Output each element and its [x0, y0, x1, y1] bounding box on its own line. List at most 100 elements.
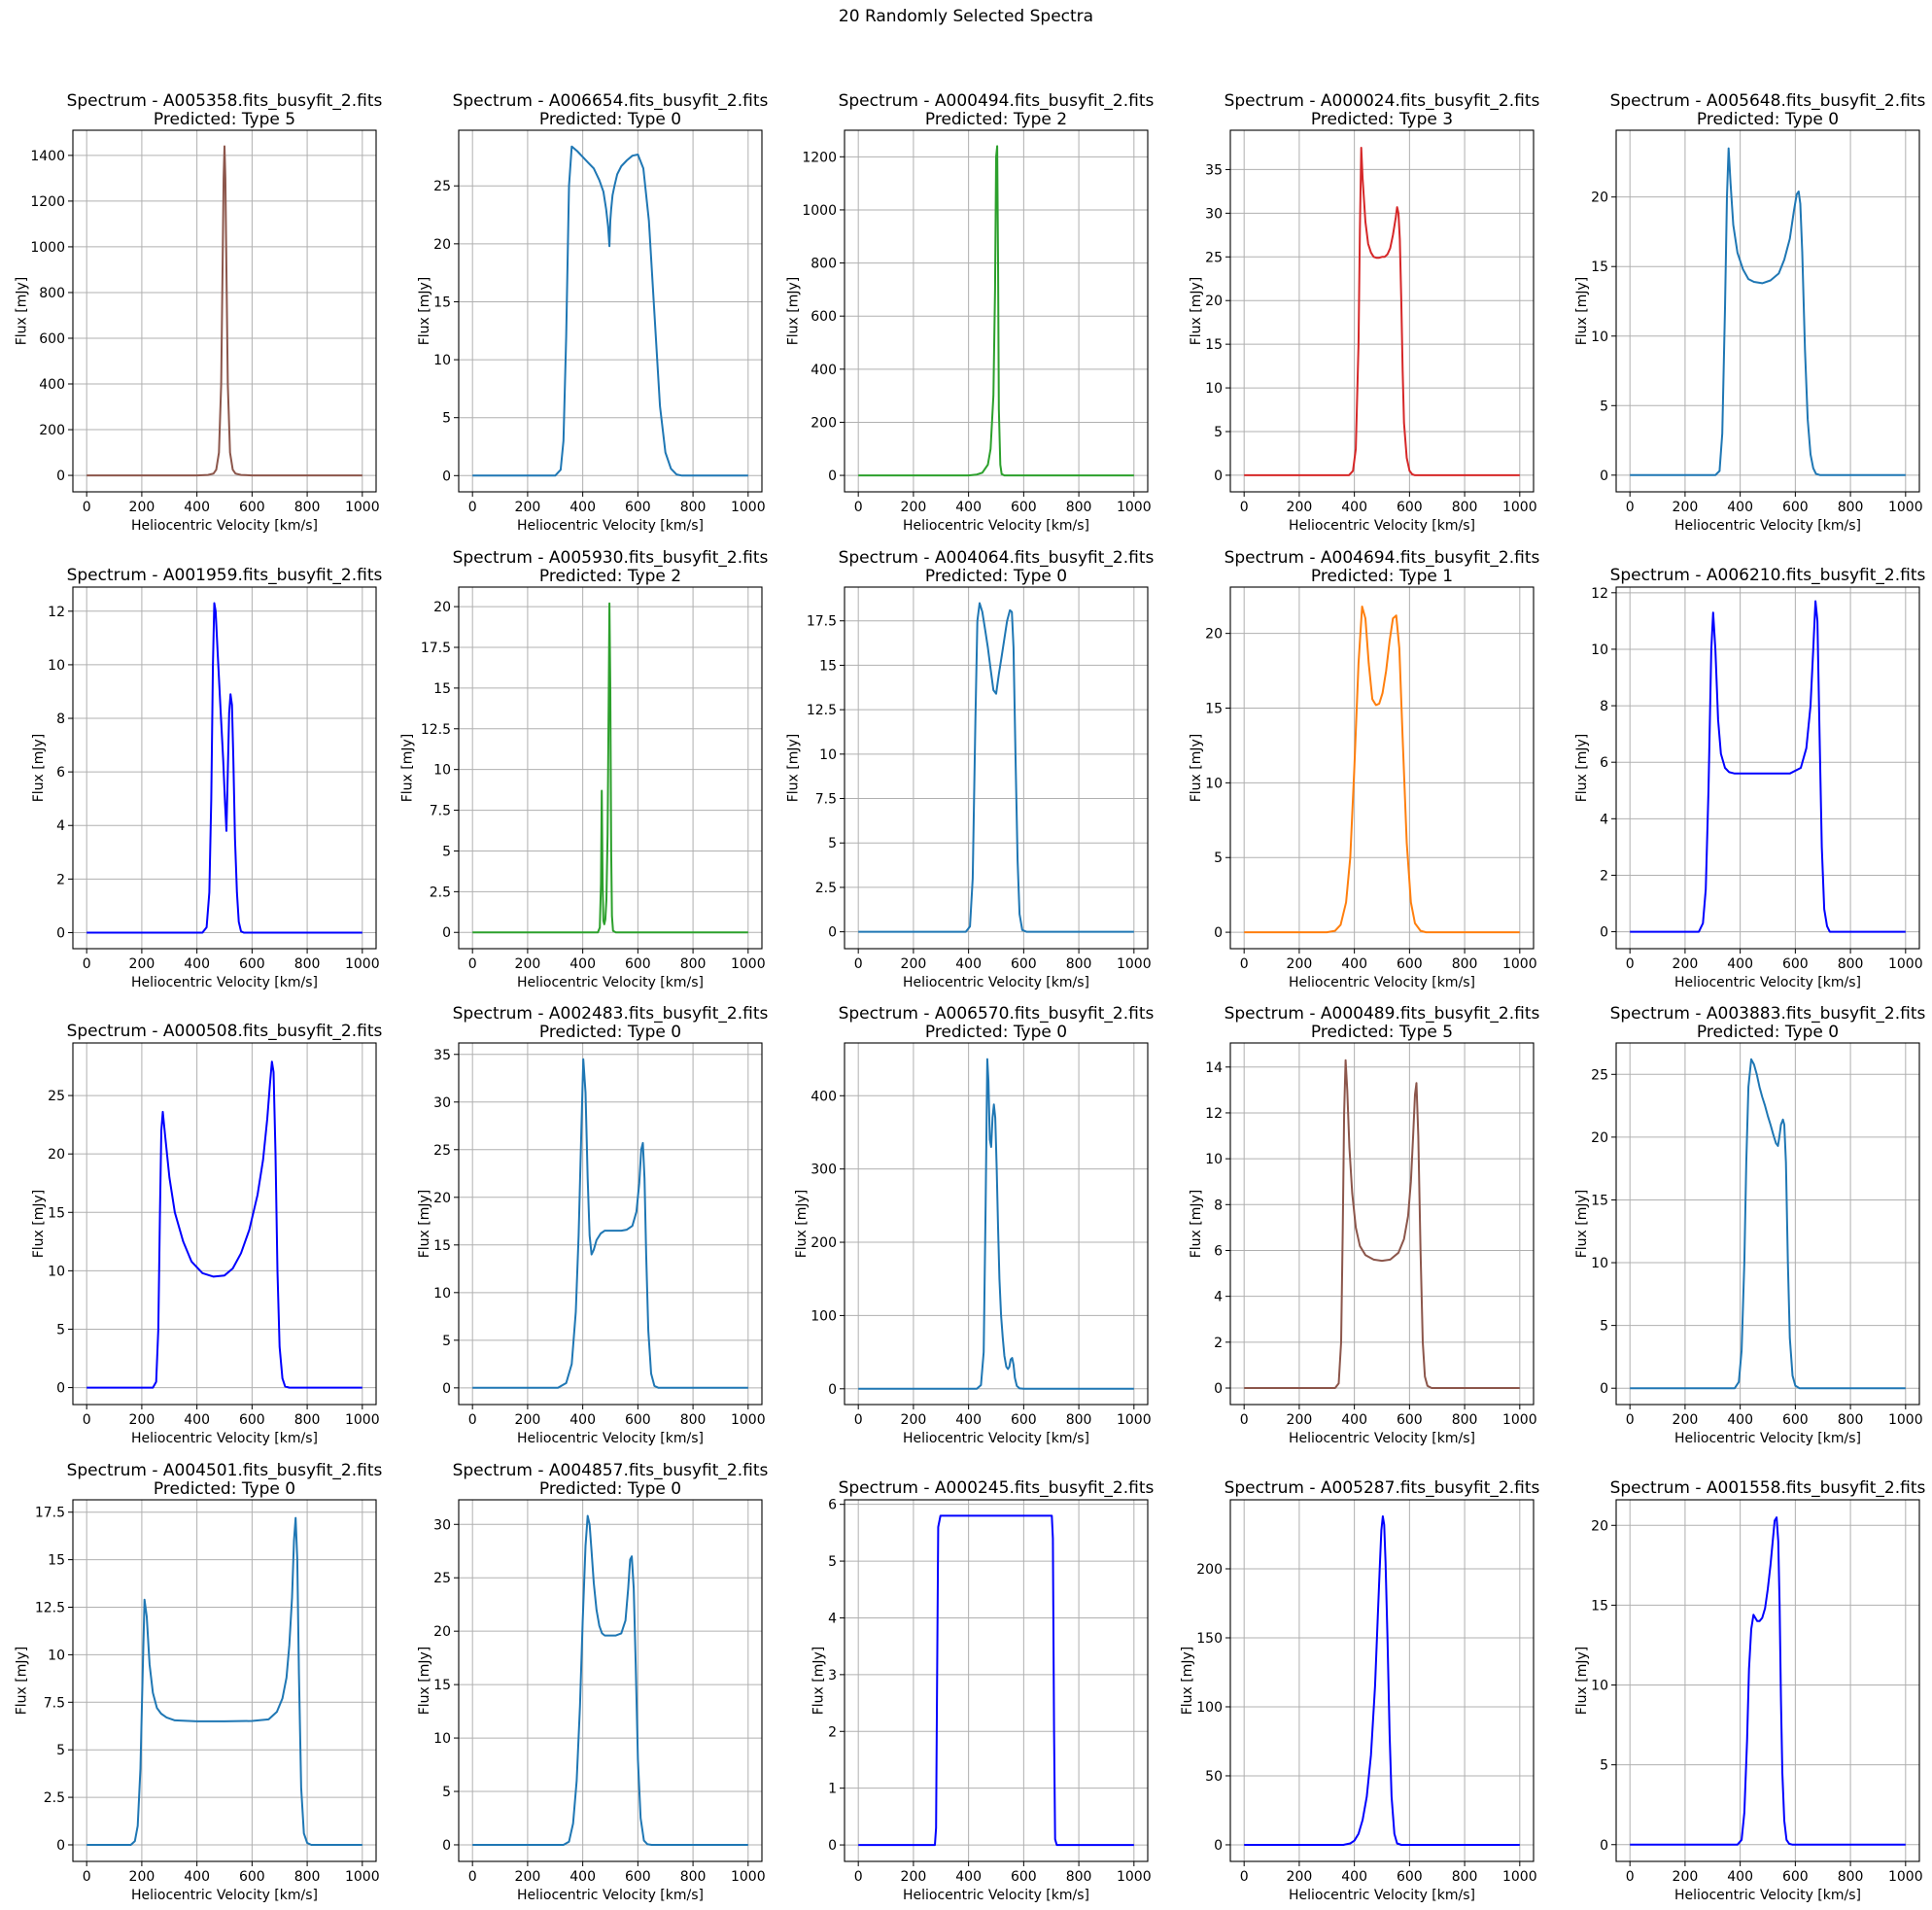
- subplot: 0 200 400 600 800 1000 0 50 100 150 200 Heliocentri…: [1180, 1478, 1539, 1903]
- y-tick-label: 1000: [30, 240, 65, 256]
- x-tick-label: 0: [854, 1412, 863, 1428]
- x-tick-label: 800: [680, 500, 707, 515]
- subplot-title: Spectrum - A000024.fits_busyfit_2.fits: [1225, 91, 1540, 111]
- x-tick-label: 200: [515, 1412, 541, 1428]
- y-tick-label: 10: [48, 1648, 65, 1663]
- y-tick-label: 25: [433, 179, 451, 194]
- spectrum-line: [858, 1514, 1134, 1847]
- y-tick-label: 5: [1214, 425, 1223, 440]
- x-tick-label: 400: [1341, 500, 1367, 515]
- spectrum-line: [86, 1060, 362, 1389]
- x-axis-label: Heliocentric Velocity [km/s]: [517, 975, 704, 990]
- subplot: 0 200 400 600 800 1000 0 5 10 15 20 25 Heliocentric …: [417, 91, 769, 534]
- x-tick-label: 600: [239, 956, 265, 972]
- axes-frame: [72, 1499, 377, 1862]
- subplot: 0 200 400 600 800 1000 0 5 10 15 20 25 Heliocentric …: [31, 1022, 383, 1446]
- y-tick-label: 5: [442, 1785, 451, 1800]
- y-tick-label: 1400: [30, 149, 65, 164]
- axes-frame: [1229, 129, 1535, 493]
- y-tick-label: 12: [1591, 586, 1608, 602]
- axes-frame: [1229, 1042, 1535, 1406]
- y-tick-label: 2: [1214, 1336, 1223, 1351]
- x-tick-label: 800: [1838, 1869, 1864, 1885]
- spectrum-line: [472, 602, 748, 934]
- y-tick-label: 3: [828, 1668, 837, 1684]
- x-tick-label: 600: [239, 1412, 265, 1428]
- subplot: 0 200 400 600 800 1000 0 100 200 300 400 Heliocentr…: [794, 1004, 1154, 1446]
- x-tick-label: 0: [468, 500, 477, 515]
- x-tick-label: 400: [1341, 1869, 1367, 1885]
- x-axis-label: Heliocentric Velocity [km/s]: [1289, 1431, 1475, 1446]
- y-tick-label: 30: [1205, 206, 1223, 222]
- y-tick-label: 1200: [30, 194, 65, 210]
- y-tick-label: 0: [1214, 925, 1223, 941]
- y-tick-label: 10: [1591, 330, 1608, 345]
- figure-suptitle: 20 Randomly Selected Spectra: [839, 7, 1093, 26]
- subplot-prediction: Predicted: Type 1: [1311, 567, 1453, 586]
- subplot-title: Spectrum - A000508.fits_busyfit_2.fits: [67, 1022, 383, 1041]
- subplot: 0 200 400 600 800 1000 0 200 400 600 800 1000 1200 14…: [15, 91, 383, 534]
- x-tick-label: 200: [129, 1869, 155, 1885]
- x-axis-label: Heliocentric Velocity [km/s]: [903, 1888, 1089, 1903]
- y-tick-label: 10: [1205, 776, 1223, 791]
- y-tick-label: 17.5: [35, 1506, 65, 1521]
- y-axis-label: Flux [mJy]: [794, 1190, 810, 1259]
- x-tick-label: 0: [1240, 956, 1249, 972]
- y-tick-label: 1000: [802, 203, 837, 219]
- y-tick-label: 0: [56, 925, 65, 941]
- y-tick-label: 25: [1591, 1067, 1608, 1083]
- y-tick-label: 5: [1214, 851, 1223, 866]
- y-axis-label: Flux [mJy]: [1189, 1190, 1204, 1259]
- subplot-title: Spectrum - A006654.fits_busyfit_2.fits: [453, 91, 769, 111]
- y-tick-label: 20: [433, 1191, 451, 1206]
- x-tick-label: 200: [129, 1412, 155, 1428]
- subplot: 0 200 400 600 800 1000 0 2 4 6 8 10 12 Heliocentric V…: [31, 566, 383, 990]
- x-tick-label: 200: [1287, 500, 1313, 515]
- x-tick-label: 0: [468, 1869, 477, 1885]
- spectrum-line: [1244, 606, 1520, 934]
- x-tick-label: 200: [1287, 1412, 1313, 1428]
- y-tick-label: 800: [811, 257, 837, 272]
- axes-frame: [844, 586, 1149, 950]
- axes-frame: [72, 586, 377, 950]
- x-tick-label: 600: [1011, 956, 1037, 972]
- x-tick-label: 600: [1011, 1412, 1037, 1428]
- spectrum-line: [1244, 147, 1520, 476]
- axes-frame: [1615, 1499, 1920, 1862]
- x-tick-label: 600: [1782, 1869, 1809, 1885]
- x-axis-label: Heliocentric Velocity [km/s]: [1289, 518, 1475, 534]
- y-tick-label: 10: [1591, 1256, 1608, 1271]
- x-tick-label: 600: [1011, 500, 1037, 515]
- y-tick-label: 200: [39, 423, 65, 438]
- x-tick-label: 1000: [1117, 1869, 1152, 1885]
- y-tick-label: 0: [1600, 469, 1608, 484]
- x-tick-label: 0: [1626, 500, 1635, 515]
- x-tick-label: 400: [184, 1869, 210, 1885]
- x-tick-label: 200: [129, 956, 155, 972]
- spectrum-line: [1630, 1058, 1906, 1390]
- y-tick-label: 300: [811, 1163, 837, 1178]
- x-tick-label: 200: [515, 1869, 541, 1885]
- y-tick-label: 20: [1205, 627, 1223, 642]
- x-tick-label: 200: [515, 500, 541, 515]
- y-axis-label: Flux [mJy]: [1574, 734, 1590, 803]
- x-tick-label: 800: [1838, 1412, 1864, 1428]
- axes-frame: [1615, 1042, 1920, 1406]
- x-axis-label: Heliocentric Velocity [km/s]: [903, 1431, 1089, 1446]
- subplot-title: Spectrum - A001959.fits_busyfit_2.fits: [67, 566, 383, 585]
- axes-frame: [72, 129, 377, 493]
- x-axis-label: Heliocentric Velocity [km/s]: [1674, 1431, 1861, 1446]
- y-tick-label: 4: [56, 818, 65, 834]
- y-axis-label: Flux [mJy]: [400, 734, 416, 803]
- x-tick-label: 0: [1240, 500, 1249, 515]
- spectrum-line: [472, 1514, 748, 1846]
- y-tick-label: 35: [433, 1048, 451, 1063]
- x-tick-label: 0: [468, 956, 477, 972]
- subplot: 0 200 400 600 800 1000 0 5 10 15 20 25 30 35 Heliocent…: [417, 1004, 769, 1446]
- x-tick-label: 1000: [731, 500, 766, 515]
- y-tick-label: 20: [433, 600, 451, 615]
- y-tick-label: 10: [1591, 1679, 1608, 1694]
- y-tick-label: 15: [433, 1238, 451, 1254]
- subplot: 0 200 400 600 800 1000 0 1 2 3 4 5 6 Heliocentric Vel…: [811, 1478, 1154, 1903]
- y-tick-label: 0: [1214, 469, 1223, 484]
